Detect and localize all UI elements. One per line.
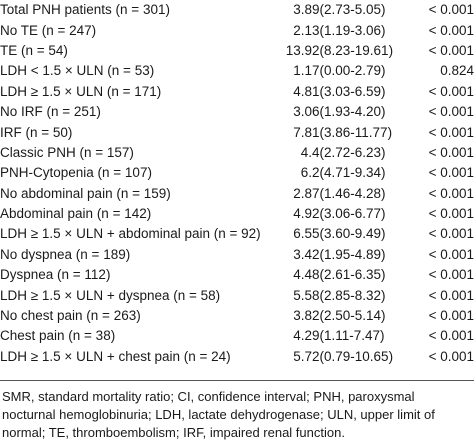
- table-row: No TE (n = 247) 2.13 (1.19-3.06) < 0.001: [0, 20, 474, 40]
- table-row: Dyspnea (n = 112) 4.48 (2.61-6.35) < 0.001: [0, 265, 474, 285]
- table-row: Classic PNH (n = 157) 4.4 (2.72-6.23) < 0.0…: [0, 143, 474, 163]
- p-value-cell: < 0.001: [428, 144, 474, 160]
- ci-cell: (2.50-5.14): [319, 308, 386, 324]
- ci-cell: (2.73-5.05): [319, 2, 386, 18]
- ci-cell: (0.79-10.65): [319, 348, 394, 364]
- table-row: Abdominal pain (n = 142) 4.92 (3.06-6.77) <…: [0, 204, 474, 224]
- table-row: Chest pain (n = 38) 4.29 (1.11-7.47) < 0.00…: [0, 326, 474, 346]
- smr-cell: 6.2: [300, 165, 320, 181]
- group-cell: TE (n = 54): [0, 42, 68, 58]
- ci-cell: (3.60-9.49): [319, 226, 386, 242]
- smr-cell: 1.17: [293, 63, 320, 79]
- smr-table: Total PNH patients (n = 301) 3.89 (2.73-5.…: [0, 0, 474, 367]
- smr-table-body: Total PNH patients (n = 301) 3.89 (2.73-5.…: [0, 0, 474, 367]
- ci-cell: (3.06-6.77): [319, 206, 386, 222]
- ci-cell: (1.46-4.28): [319, 185, 386, 201]
- ci-cell: (8.23-19.61): [319, 42, 394, 58]
- p-value-cell: < 0.001: [428, 42, 474, 58]
- group-cell: IRF (n = 50): [0, 124, 73, 140]
- table-bottom-rule: [0, 380, 474, 381]
- p-value-cell: < 0.001: [428, 206, 474, 222]
- group-cell: LDH ≥ 1.5 × ULN + abdominal pain (n = 92…: [0, 226, 261, 242]
- group-cell: LDH ≥ 1.5 × ULN (n = 171): [0, 83, 162, 99]
- smr-cell: 4.29: [293, 328, 320, 344]
- group-cell: No dyspnea (n = 189): [0, 246, 131, 262]
- table-row: Total PNH patients (n = 301) 3.89 (2.73-5.…: [0, 0, 474, 20]
- group-cell: No chest pain (n = 263): [0, 308, 141, 324]
- table-row: No chest pain (n = 263) 3.82 (2.50-5.14) < …: [0, 306, 474, 326]
- group-cell: No TE (n = 247): [0, 22, 97, 38]
- p-value-cell: < 0.001: [428, 2, 474, 18]
- table-row: LDH < 1.5 × ULN (n = 53) 1.17 (0.00-2.79) 0…: [0, 61, 474, 81]
- group-cell: LDH ≥ 1.5 × ULN + chest pain (n = 24): [0, 348, 231, 364]
- ci-cell: (3.03-6.59): [319, 83, 386, 99]
- table-row: No dyspnea (n = 189) 3.42 (1.95-4.89) < 0.0…: [0, 245, 474, 265]
- table-row: No IRF (n = 251) 3.06 (1.93-4.20) < 0.001: [0, 102, 474, 122]
- smr-cell: 6.55: [293, 226, 320, 242]
- table-row: LDH ≥ 1.5 × ULN + dyspnea (n = 58) 5.58 (2…: [0, 285, 474, 305]
- smr-cell: 3.89: [293, 2, 320, 18]
- smr-cell: 4.48: [293, 267, 320, 283]
- table-row: PNH-Cytopenia (n = 107) 6.2 (4.71-9.34) < 0…: [0, 163, 474, 183]
- p-value-cell: < 0.001: [428, 22, 474, 38]
- table-row: LDH ≥ 1.5 × ULN + abdominal pain (n = 92…: [0, 224, 474, 244]
- group-cell: Dyspnea (n = 112): [0, 267, 111, 283]
- group-cell: No abdominal pain (n = 159): [0, 185, 171, 201]
- smr-cell: 7.81: [293, 124, 320, 140]
- group-cell: PNH-Cytopenia (n = 107): [0, 165, 152, 181]
- ci-cell: (2.72-6.23): [319, 144, 386, 160]
- group-cell: Total PNH patients (n = 301): [0, 2, 170, 18]
- table-row: LDH ≥ 1.5 × ULN (n = 171) 4.81 (3.03-6.59)…: [0, 82, 474, 102]
- p-value-cell: < 0.001: [428, 83, 474, 99]
- smr-cell: 4.92: [293, 206, 320, 222]
- table-footnote: SMR, standard mortality ratio; CI, confi…: [2, 389, 435, 440]
- ci-cell: (1.19-3.06): [319, 22, 386, 38]
- ci-cell: (1.95-4.89): [319, 246, 386, 262]
- ci-cell: (4.71-9.34): [319, 165, 386, 181]
- p-value-cell: < 0.001: [428, 124, 474, 140]
- p-value-cell: 0.824: [440, 63, 474, 79]
- p-value-cell: < 0.001: [428, 165, 474, 181]
- p-value-cell: < 0.001: [428, 246, 474, 262]
- p-value-cell: < 0.001: [428, 328, 474, 344]
- p-value-cell: < 0.001: [428, 267, 474, 283]
- group-cell: Classic PNH (n = 157): [0, 144, 134, 160]
- smr-cell: 2.87: [293, 185, 320, 201]
- smr-cell: 2.13: [293, 22, 320, 38]
- p-value-cell: < 0.001: [428, 185, 474, 201]
- smr-cell: 3.82: [293, 308, 320, 324]
- p-value-cell: < 0.001: [428, 287, 474, 303]
- p-value-cell: < 0.001: [428, 308, 474, 324]
- ci-cell: (0.00-2.79): [319, 63, 386, 79]
- group-cell: Abdominal pain (n = 142): [0, 206, 152, 222]
- ci-cell: (2.61-6.35): [319, 267, 386, 283]
- smr-cell: 4.4: [300, 144, 320, 160]
- ci-cell: (1.11-7.47): [319, 328, 385, 344]
- p-value-cell: < 0.001: [428, 226, 474, 242]
- group-cell: No IRF (n = 251): [0, 104, 101, 120]
- smr-cell: 5.58: [293, 287, 320, 303]
- table-row: No abdominal pain (n = 159) 2.87 (1.46-4.2…: [0, 184, 474, 204]
- table-row: LDH ≥ 1.5 × ULN + chest pain (n = 24) 5.7…: [0, 347, 474, 367]
- p-value-cell: < 0.001: [428, 348, 474, 364]
- smr-cell: 3.06: [293, 104, 320, 120]
- group-cell: LDH < 1.5 × ULN (n = 53): [0, 63, 155, 79]
- smr-cell: 4.81: [293, 83, 320, 99]
- smr-cell: 3.42: [293, 246, 320, 262]
- ci-cell: (1.93-4.20): [319, 104, 386, 120]
- table-row: IRF (n = 50) 7.81 (3.86-11.77) < 0.001: [0, 122, 474, 142]
- smr-cell: 5.72: [293, 348, 320, 364]
- table-row: TE (n = 54) 13.92 (8.23-19.61) < 0.001: [0, 41, 474, 61]
- p-value-cell: < 0.001: [428, 104, 474, 120]
- group-cell: Chest pain (n = 38): [0, 328, 116, 344]
- ci-cell: (3.86-11.77): [319, 124, 393, 140]
- ci-cell: (2.85-8.32): [319, 287, 386, 303]
- group-cell: LDH ≥ 1.5 × ULN + dyspnea (n = 58): [0, 287, 221, 303]
- smr-cell: 13.92: [285, 42, 320, 58]
